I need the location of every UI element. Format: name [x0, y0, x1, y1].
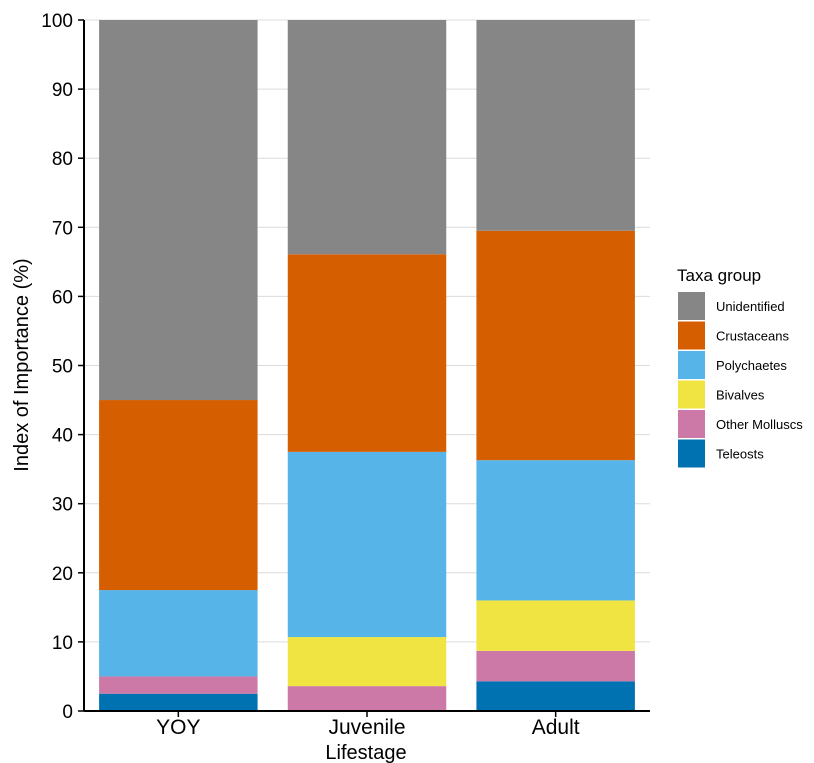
legend-label-polychaetes: Polychaetes — [716, 358, 787, 373]
y-tick-label-30: 30 — [52, 495, 73, 516]
x-ticks: YOY Juvenile Adult — [156, 711, 580, 739]
bar-juvenile-bivalves — [287, 637, 447, 687]
y-tick-label-50: 50 — [52, 357, 73, 378]
legend-label-teleosts: Teleosts — [716, 447, 764, 462]
bar-adult-teleosts — [476, 681, 635, 711]
legend-swatch-other-molluscs — [678, 410, 705, 438]
y-tick-label-10: 10 — [52, 633, 73, 654]
bar-adult-other-molluscs — [476, 650, 635, 682]
bar-juvenile-unidentified — [287, 20, 447, 255]
bars — [99, 20, 635, 711]
x-axis-title: Lifestage — [325, 742, 406, 763]
bar-yoy-polychaetes — [99, 590, 258, 677]
y-tick-label-70: 70 — [52, 218, 73, 239]
x-tick-label-juvenile: Juvenile — [328, 716, 405, 739]
legend-title: Taxa group — [677, 266, 761, 285]
bar-yoy-teleosts — [99, 693, 258, 711]
bar-yoy-crustaceans — [99, 400, 258, 591]
bar-adult-polychaetes — [476, 460, 635, 601]
y-tick-label-20: 20 — [52, 564, 73, 585]
legend-label-bivalves: Bivalves — [716, 388, 765, 403]
bar-juvenile-polychaetes — [287, 451, 447, 638]
legend-label-other-molluscs: Other Molluscs — [716, 417, 803, 432]
bar-adult-bivalves — [476, 600, 635, 651]
y-tick-label-40: 40 — [52, 426, 73, 447]
y-tick-label-60: 60 — [52, 287, 73, 308]
legend: Taxa group Unidentified Crustaceans Polych… — [677, 266, 803, 468]
legend-label-unidentified: Unidentified — [716, 299, 785, 314]
legend-swatch-bivalves — [678, 380, 705, 409]
bar-juvenile-crustaceans — [287, 254, 447, 452]
bar-juvenile-other-molluscs — [287, 686, 447, 711]
y-tick-label-100: 100 — [41, 11, 73, 32]
y-ticks: 0 10 20 30 40 50 60 70 80 90 100 — [41, 11, 84, 723]
bar-yoy-unidentified — [99, 20, 258, 401]
bar-adult-crustaceans — [476, 230, 635, 461]
y-tick-label-0: 0 — [62, 702, 73, 723]
bar-yoy-other-molluscs — [99, 676, 258, 694]
bar-adult-unidentified — [476, 20, 635, 231]
legend-swatch-unidentified — [678, 292, 705, 320]
x-tick-label-yoy: YOY — [156, 716, 200, 739]
legend-swatch-crustaceans — [678, 321, 705, 350]
x-tick-label-adult: Adult — [532, 716, 580, 739]
y-axis-title: Index of Importance (%) — [11, 258, 33, 471]
y-tick-label-80: 80 — [52, 149, 73, 170]
legend-label-crustaceans: Crustaceans — [716, 329, 789, 344]
legend-swatch-polychaetes — [678, 351, 705, 379]
y-tick-label-90: 90 — [52, 80, 73, 101]
legend-swatch-teleosts — [678, 439, 705, 468]
